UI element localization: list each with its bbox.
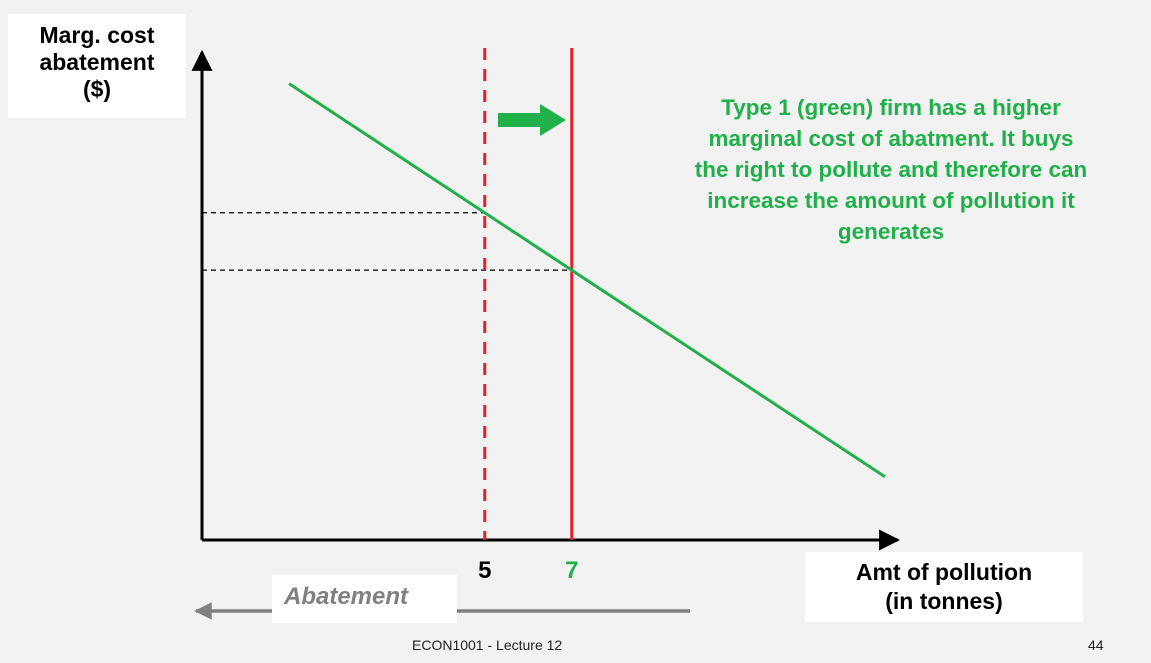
y-axis-label-line: abatement (39, 49, 155, 75)
slide-footer: ECON1001 - Lecture 12 (412, 637, 563, 653)
x-axis-label-line: Amt of pollution (855, 559, 1033, 585)
annotation-text: Type 1 (green) firm has a higher margina… (648, 92, 1134, 247)
annotation-line: Type 1 (green) firm has a higher (721, 95, 1061, 120)
annotation-line: generates (837, 219, 945, 244)
x-axis-label-line: (in tonnes) (885, 588, 1003, 614)
shift-arrow-head (540, 104, 566, 136)
x-axis-label: Amt of pollution (in tonnes) (805, 552, 1083, 622)
y-axis-label-line: Marg. cost (39, 22, 155, 48)
y-axis-label: Marg. cost abatement ($) (8, 14, 186, 118)
shift-arrow-shaft (498, 113, 542, 127)
annotation-line: the right to pollute and therefore can (694, 157, 1088, 182)
annotation-line: increase the amount of pollution it (707, 188, 1075, 213)
page-number: 44 (1088, 637, 1104, 653)
y-axis-label-line: ($) (82, 76, 112, 102)
annotation-line: marginal cost of abatment. It buys (708, 126, 1074, 151)
abatement-label: Abatement (272, 575, 457, 623)
marginal-cost-line (288, 82, 886, 478)
x-tick-label: 5 (478, 557, 491, 584)
x-tick-label: 7 (565, 557, 578, 584)
